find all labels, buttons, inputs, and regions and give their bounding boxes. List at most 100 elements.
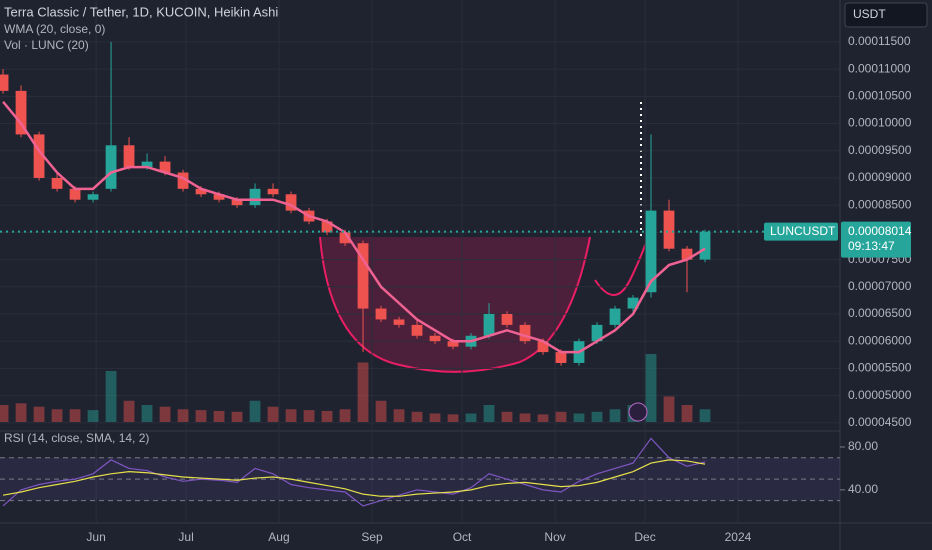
candle-body — [627, 297, 639, 309]
candle-body — [483, 313, 495, 336]
volume-bar — [321, 410, 333, 422]
rsi-tick-label: 80.00 — [848, 439, 878, 453]
volume-bar — [69, 409, 81, 422]
rsi-line — [2, 437, 706, 507]
volume-bar — [591, 411, 603, 422]
volume-bar — [447, 414, 459, 422]
candle-body — [411, 324, 423, 336]
countdown: 09:13:47 — [848, 239, 895, 253]
wma-line — [2, 100, 706, 354]
volume-bar — [249, 400, 261, 422]
candle-body — [609, 308, 621, 325]
candle-body — [15, 90, 27, 135]
rsi-tick-label: 40.00 — [848, 482, 878, 496]
candle-body — [645, 210, 657, 293]
chart-title: Terra Classic / Tether, 1D, KUCOIN, Heik… — [4, 4, 278, 19]
volume-bar — [681, 405, 693, 422]
candle-body — [555, 352, 567, 363]
rsi-ma-line — [2, 459, 706, 497]
candle-body — [375, 308, 387, 320]
x-tick-label: Jul — [178, 530, 193, 544]
candle-body — [267, 188, 279, 195]
rsi-title: RSI (14, close, SMA, 14, 2) — [4, 431, 149, 445]
y-tick-label: 0.00006500 — [848, 306, 912, 320]
cup-curve — [319, 236, 591, 373]
volume-bar — [393, 409, 405, 422]
volume-bar — [537, 414, 549, 422]
volume-bar — [357, 362, 369, 422]
candle-body — [699, 231, 711, 260]
volume-bar — [15, 403, 27, 422]
volume-bar — [267, 406, 279, 422]
candle-body — [519, 324, 531, 342]
volume-bar — [141, 405, 153, 422]
x-tick-label: Dec — [634, 530, 655, 544]
x-tick-label: Nov — [544, 530, 565, 544]
currency: USDT — [853, 7, 886, 21]
candle-body — [393, 319, 405, 325]
candle-body — [213, 194, 225, 200]
candle-body — [33, 134, 45, 178]
indicator-label: Vol · LUNC (20) — [4, 38, 89, 52]
volume-bar — [411, 411, 423, 422]
volume-bar — [699, 409, 711, 422]
candle-body — [357, 243, 369, 309]
volume-bar — [663, 396, 675, 422]
candle-body — [447, 341, 459, 347]
y-tick-label: 0.00005000 — [848, 388, 912, 402]
y-tick-label: 0.00010500 — [848, 88, 912, 102]
y-tick-label: 0.00007000 — [848, 279, 912, 293]
volume-bar — [609, 409, 621, 422]
last-price: 0.00008014 — [848, 224, 912, 238]
handle-curve — [594, 236, 649, 296]
volume-bar — [51, 409, 63, 422]
currency-button[interactable] — [844, 2, 928, 28]
candle-body — [159, 161, 171, 173]
candle-body — [177, 172, 189, 189]
y-tick-label: 0.00008500 — [848, 197, 912, 211]
symbol-tag — [764, 222, 838, 241]
volume-bar — [213, 410, 225, 422]
candle-body — [87, 194, 99, 200]
volume-bar — [375, 400, 387, 422]
candle-body — [285, 194, 297, 211]
volume-bar — [645, 354, 657, 422]
x-tick-label: Jun — [86, 530, 105, 544]
volume-bar — [0, 405, 9, 422]
candle-body — [141, 161, 153, 168]
volume-bar — [195, 410, 207, 422]
y-tick-label: 0.00011500 — [848, 34, 911, 48]
y-tick-label: 0.00006000 — [848, 333, 912, 347]
candle-body — [663, 210, 675, 249]
x-tick-label: 2024 — [725, 530, 752, 544]
x-tick-label: Aug — [268, 530, 289, 544]
candle-body — [339, 232, 351, 244]
volume-bar — [483, 405, 495, 422]
candle-body — [681, 248, 693, 260]
y-tick-label: 0.00009000 — [848, 170, 912, 184]
x-tick-label: Sep — [361, 530, 383, 544]
candle-body — [321, 221, 333, 233]
candle-body — [51, 177, 63, 189]
candle-body — [501, 313, 513, 325]
volume-bar — [465, 413, 477, 422]
indicator-label: WMA (20, close, 0) — [4, 22, 105, 36]
y-tick-label: 0.00011000 — [848, 61, 911, 75]
volume-bar — [87, 410, 99, 422]
y-tick-label: 0.00004500 — [848, 415, 912, 429]
volume-bar — [555, 411, 567, 422]
y-tick-label: 0.00010000 — [848, 116, 912, 130]
symbol: LUNCUSDT — [770, 224, 836, 238]
y-tick-label: 0.00009500 — [848, 143, 912, 157]
volume-bar — [501, 411, 513, 422]
volume-bar — [105, 371, 117, 422]
volume-bar — [177, 409, 189, 422]
alert-icon[interactable] — [628, 402, 648, 422]
volume-bar — [573, 413, 585, 422]
candle-body — [0, 74, 9, 91]
plot — [0, 0, 840, 523]
candle-body — [429, 335, 441, 342]
volume-bar — [303, 410, 315, 422]
